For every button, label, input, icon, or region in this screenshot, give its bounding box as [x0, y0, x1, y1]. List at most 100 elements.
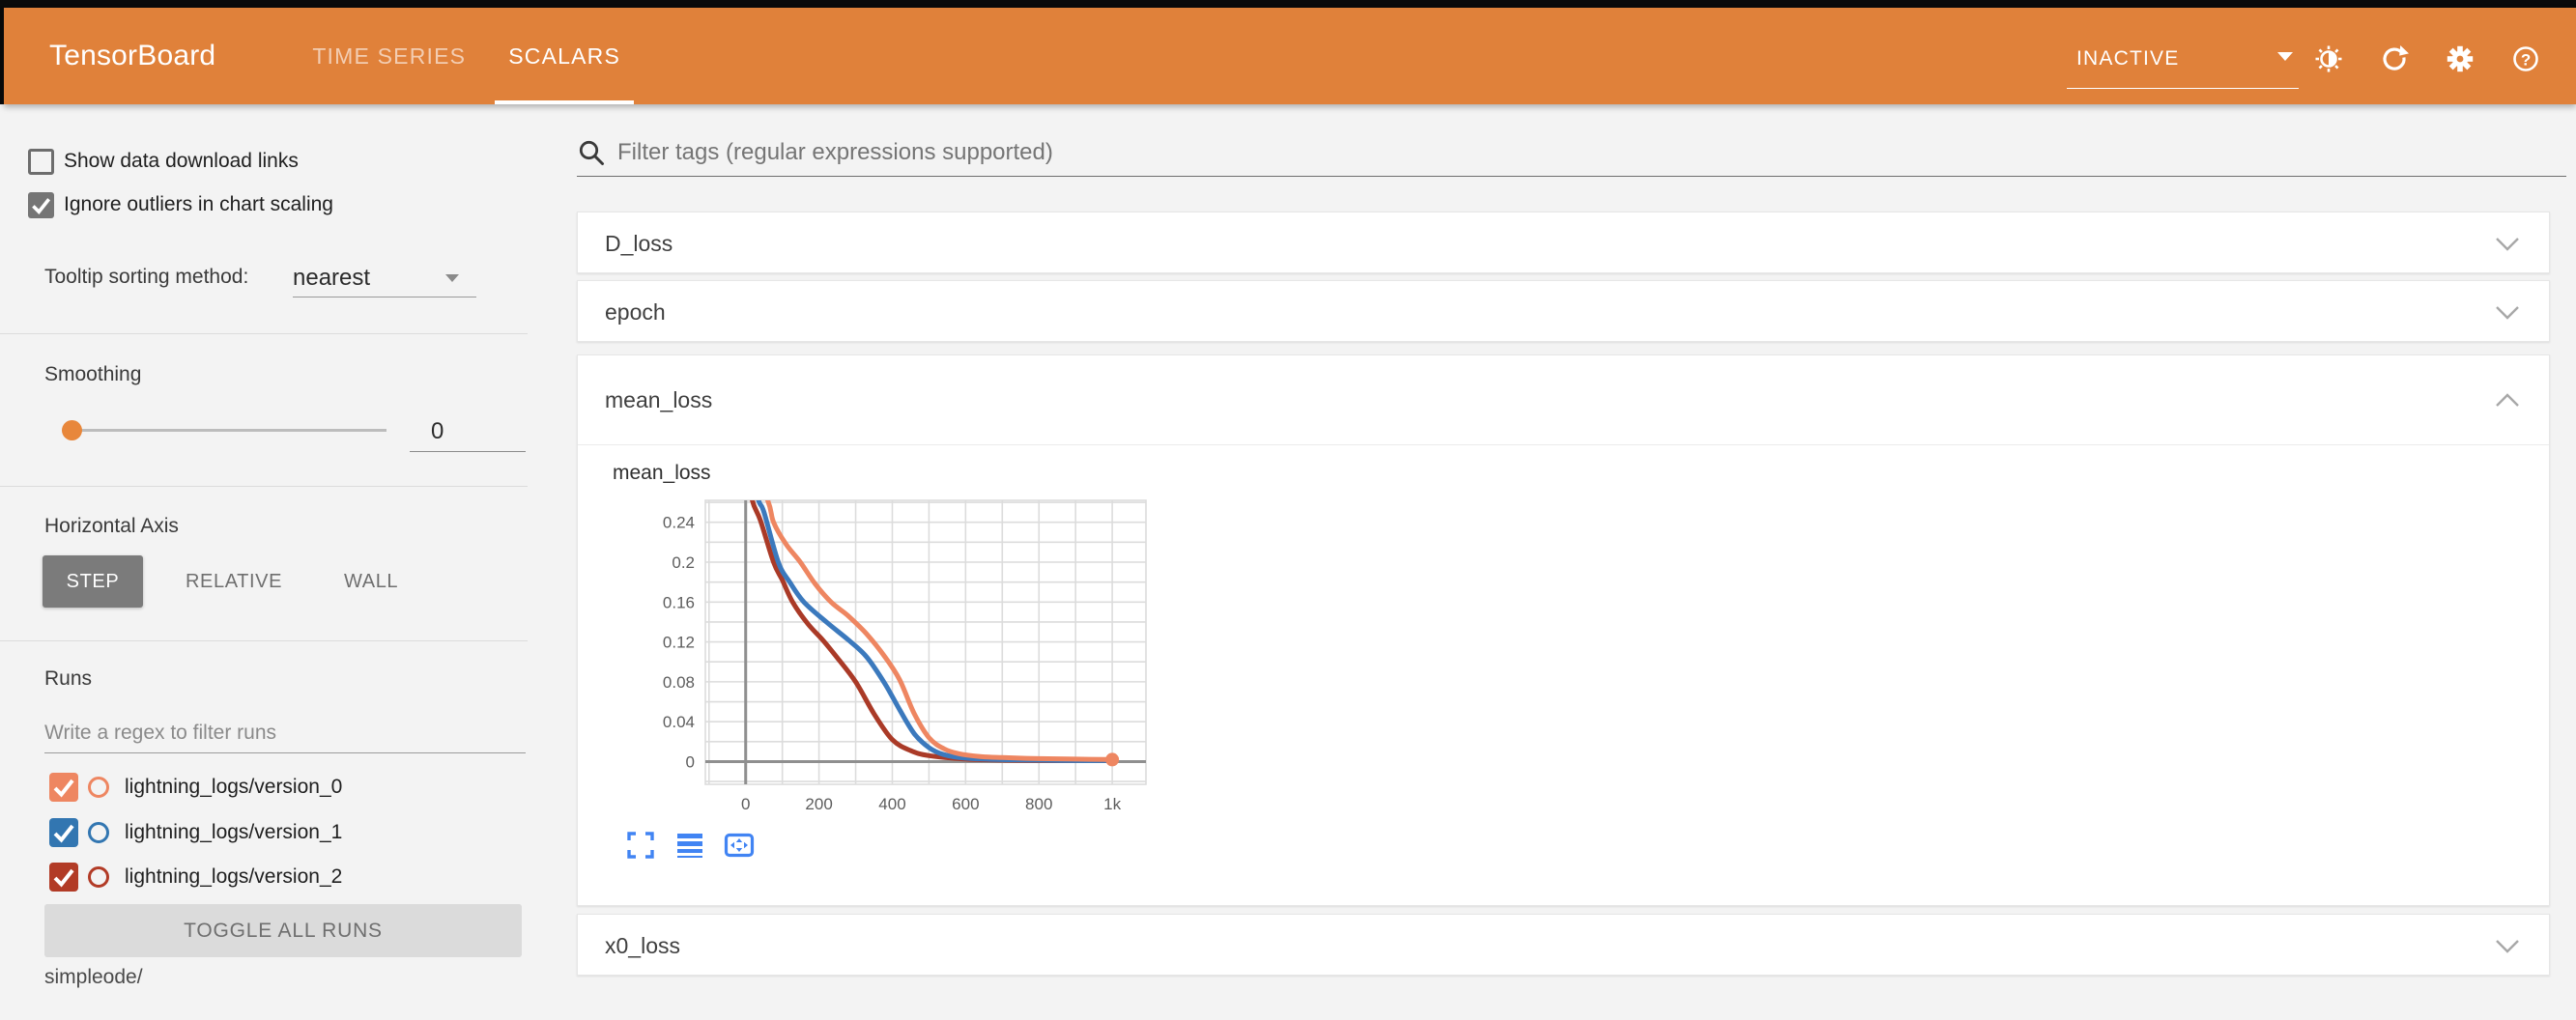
runs-label: Runs	[44, 667, 93, 690]
run-label: lightning_logs/version_1	[125, 821, 343, 843]
settings-button[interactable]	[2439, 38, 2481, 80]
svg-text:600: 600	[952, 795, 979, 813]
section-header-epoch[interactable]: epoch	[578, 281, 2549, 343]
svg-text:200: 200	[805, 795, 832, 813]
svg-text:0.12: 0.12	[663, 634, 695, 652]
run-status-dropdown[interactable]: INACTIVE	[2067, 29, 2299, 89]
gear-icon	[2447, 45, 2474, 72]
tab-time-series[interactable]: TIME SERIES	[312, 42, 467, 69]
section-header-mean-loss[interactable]: mean_loss	[578, 355, 2549, 445]
divider	[0, 333, 528, 334]
theme-toggle-button[interactable]	[2307, 38, 2350, 80]
tooltip-sorting-dropdown[interactable]: nearest	[293, 263, 476, 298]
scalars-dashboard: D_loss epoch mean_loss mean_loss 0 0.04 0.…	[528, 104, 2576, 1020]
run-row-version-0[interactable]: lightning_logs/version_0	[49, 773, 342, 802]
chevron-down-icon[interactable]	[2495, 305, 2520, 320]
check-icon	[53, 824, 74, 843]
run-checkbox[interactable]	[49, 863, 78, 892]
settings-sidebar: Show data download links Ignore outliers…	[0, 104, 528, 1020]
horizontal-axis-buttons: STEP RELATIVE WALL	[43, 555, 419, 608]
smoothing-slider-handle[interactable]	[62, 420, 82, 440]
checkbox-label: Ignore outliers in chart scaling	[64, 193, 333, 215]
mean-loss-chart[interactable]: 0 0.04 0.08 0.12 0.16 0.2 0.24 0 200 400 600 800 1k	[639, 489, 1160, 827]
log-scale-button[interactable]	[674, 830, 705, 861]
help-button[interactable]: ?	[2504, 38, 2547, 80]
run-color-ring	[88, 866, 109, 888]
section-card-x0-loss: x0_loss	[577, 914, 2550, 976]
svg-text:400: 400	[878, 795, 905, 813]
chevron-down-icon[interactable]	[2495, 939, 2520, 953]
svg-text:0.16: 0.16	[663, 593, 695, 611]
checkbox-unchecked[interactable]	[28, 148, 54, 175]
axis-step-button[interactable]: STEP	[43, 555, 143, 608]
run-row-version-1[interactable]: lightning_logs/version_1	[49, 818, 342, 847]
section-header-x0-loss[interactable]: x0_loss	[578, 915, 2549, 977]
axis-relative-button[interactable]: RELATIVE	[164, 571, 303, 593]
checkbox-label: Show data download links	[64, 150, 299, 172]
section-header-d-loss[interactable]: D_loss	[578, 212, 2549, 274]
check-icon	[53, 868, 74, 888]
window-top-strip	[0, 0, 2576, 8]
refresh-icon	[2383, 45, 2409, 71]
smoothing-value-input[interactable]	[410, 411, 526, 452]
refresh-button[interactable]	[2373, 38, 2416, 80]
run-label: lightning_logs/version_2	[125, 865, 343, 888]
fit-to-data-icon	[724, 833, 755, 858]
check-icon	[32, 197, 51, 214]
svg-text:0.2: 0.2	[672, 553, 695, 572]
fit-domain-button[interactable]	[724, 830, 755, 861]
tooltip-sorting-value: nearest	[293, 265, 371, 291]
run-filter-input[interactable]	[44, 713, 526, 753]
svg-text:0: 0	[686, 752, 695, 771]
chevron-down-icon[interactable]	[2495, 237, 2520, 251]
search-icon	[579, 140, 604, 165]
section-card-epoch: epoch	[577, 280, 2550, 342]
section-card-d-loss: D_loss	[577, 212, 2550, 273]
chart-title: mean_loss	[613, 462, 711, 484]
expand-chart-button[interactable]	[625, 830, 656, 861]
svg-text:800: 800	[1025, 795, 1052, 813]
divider	[0, 640, 528, 641]
tag-filter-input[interactable]	[617, 138, 2566, 166]
tag-filter-row	[577, 128, 2566, 177]
brightness-icon	[2315, 45, 2342, 72]
section-title: mean_loss	[605, 386, 713, 412]
section-title: epoch	[605, 298, 666, 325]
chevron-down-icon	[2277, 52, 2293, 61]
tooltip-sorting-label: Tooltip sorting method:	[44, 266, 249, 288]
ignore-outliers-checkbox-row[interactable]: Ignore outliers in chart scaling	[28, 189, 333, 220]
section-title: D_loss	[605, 230, 673, 256]
svg-text:1k: 1k	[1103, 795, 1121, 813]
tab-scalars[interactable]: SCALARS	[487, 8, 642, 104]
checkbox-checked[interactable]	[28, 191, 54, 218]
run-label: lightning_logs/version_0	[125, 776, 343, 798]
svg-text:0: 0	[741, 795, 750, 813]
svg-text:0.04: 0.04	[663, 713, 695, 731]
run-checkbox[interactable]	[49, 818, 78, 847]
window-left-strip	[0, 8, 4, 104]
chevron-up-icon[interactable]	[2495, 392, 2520, 408]
app-title: TensorBoard	[49, 40, 216, 71]
horizontal-axis-label: Horizontal Axis	[44, 515, 179, 537]
smoothing-label: Smoothing	[44, 363, 142, 385]
chart-actions	[625, 830, 755, 861]
check-icon	[53, 779, 74, 798]
section-title: x0_loss	[605, 932, 680, 958]
toggle-all-runs-button[interactable]: TOGGLE ALL RUNS	[44, 904, 522, 957]
show-download-links-checkbox-row[interactable]: Show data download links	[28, 146, 299, 177]
svg-text:0.24: 0.24	[663, 514, 695, 532]
svg-text:0.08: 0.08	[663, 673, 695, 692]
section-card-mean-loss: mean_loss mean_loss 0 0.04 0.08 0.12 0.16 0.2…	[577, 354, 2550, 906]
divider	[0, 486, 528, 487]
run-checkbox[interactable]	[49, 773, 78, 802]
run-color-ring	[88, 822, 109, 843]
log-directory-label: simpleode/	[44, 966, 143, 988]
log-scale-icon	[677, 834, 702, 858]
chevron-down-icon	[445, 274, 459, 282]
axis-wall-button[interactable]: WALL	[323, 571, 419, 593]
help-icon: ?	[2513, 46, 2538, 71]
smoothing-slider-track[interactable]	[72, 429, 386, 432]
run-color-ring	[88, 777, 109, 798]
status-label: INACTIVE	[2076, 46, 2180, 70]
run-row-version-2[interactable]: lightning_logs/version_2	[49, 863, 342, 892]
